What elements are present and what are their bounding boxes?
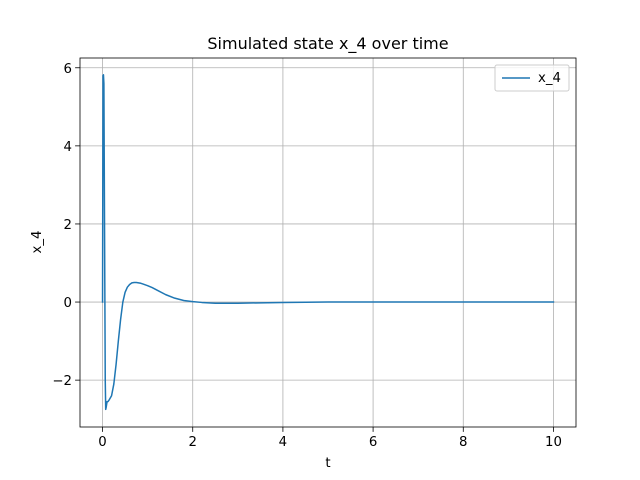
series-line-x-4 <box>101 74 555 411</box>
x-tick-label: 10 <box>545 435 562 450</box>
x-tick-label: 8 <box>459 435 467 450</box>
grid-lines <box>80 58 576 427</box>
y-tick-label: 2 <box>64 218 72 233</box>
x-tick-label: 0 <box>98 435 106 450</box>
plot-frame <box>79 57 577 428</box>
x-tick-label: 4 <box>279 435 287 450</box>
legend-box <box>494 64 570 92</box>
y-tick-label: 0 <box>64 296 72 311</box>
y-tick-label: 6 <box>64 62 72 77</box>
chart-title: Simulated state x_4 over time <box>207 34 448 54</box>
legend: x_4 <box>494 64 570 92</box>
legend-label-x-4: x_4 <box>538 71 561 86</box>
x-axis-label: t <box>325 456 330 471</box>
y-tick-label: 4 <box>64 140 72 155</box>
x-tick-label: 6 <box>369 435 377 450</box>
y-tick-label: −2 <box>52 374 72 389</box>
axis-ticks: 0 2 4 6 8 10 −2 0 2 4 6 <box>52 62 562 450</box>
plot-area-series <box>101 74 555 411</box>
y-axis-label: x_4 <box>30 231 45 254</box>
x-tick-label: 2 <box>188 435 196 450</box>
